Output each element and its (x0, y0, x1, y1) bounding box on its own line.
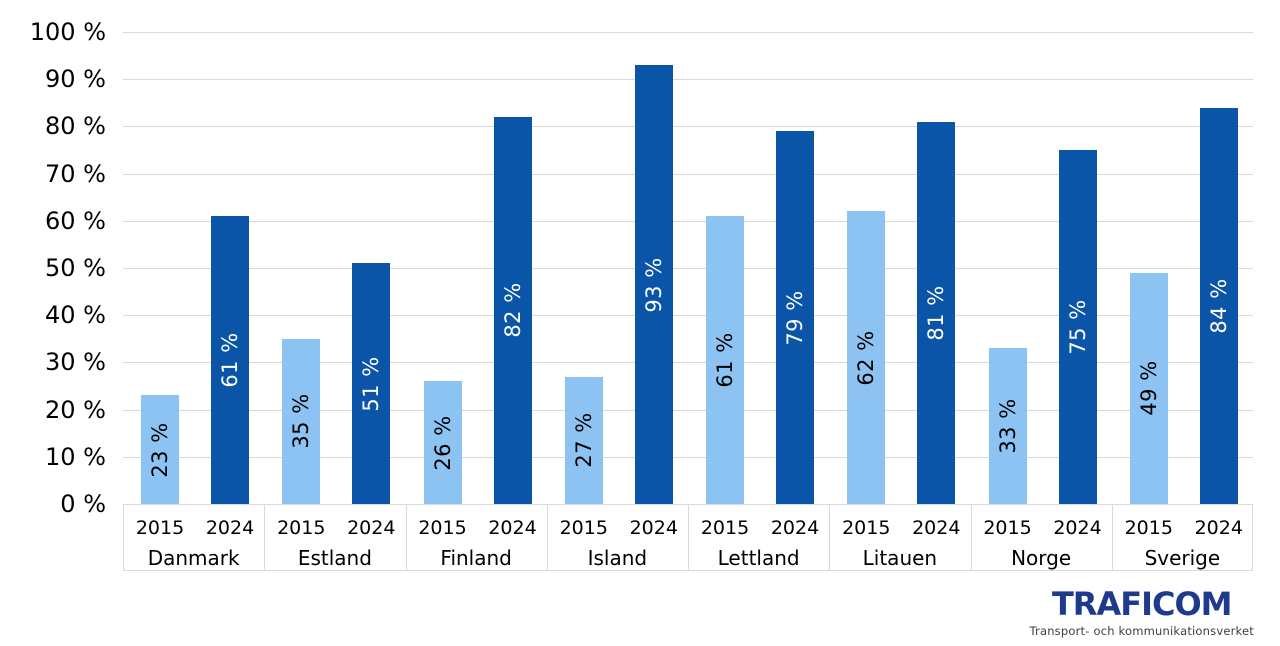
bar-value-label: 81 % (924, 285, 949, 341)
y-axis-tick-label: 70 % (45, 159, 106, 188)
bar-finland-2015: 26 % (423, 381, 462, 504)
bar-island-2015: 27 % (564, 376, 603, 504)
y-axis-tick-label: 80 % (45, 112, 106, 141)
x-axis-country-label: Litauen (862, 546, 938, 570)
bar-value-label: 93 % (641, 256, 666, 313)
bar-danmark-2024: 61 % (211, 216, 249, 504)
y-axis-tick-label: 40 % (45, 301, 106, 330)
bar-litauen-2015: 62 % (847, 211, 886, 504)
bar-value-label: 49 % (1136, 360, 1161, 417)
x-axis-country-label: Norge (1011, 546, 1072, 570)
bar-value-label: 23 % (148, 422, 172, 478)
bar-litauen-2024: 81 % (917, 121, 956, 504)
gridline (123, 268, 1253, 269)
bar-estland-2015: 35 % (282, 338, 321, 504)
x-tick-year-label: 2024 (488, 517, 537, 539)
x-tick-year-label: 2024 (629, 517, 678, 539)
bar-lettland-2015: 61 % (706, 216, 744, 504)
bar-sverige-2024: 84 % (1199, 107, 1238, 504)
x-axis-country-label: Finland (440, 546, 512, 570)
y-axis-tick-label: 20 % (45, 395, 106, 424)
x-axis-country-label: Lettland (717, 546, 800, 570)
traficom-logo-tagline: Transport- och kommunikationsverket (1029, 624, 1254, 638)
x-axis-label-box (123, 504, 1253, 571)
y-axis-tick-label: 0 % (60, 490, 106, 518)
x-tick-year-label: 2024 (205, 517, 255, 539)
bar-value-label: 75 % (1065, 299, 1090, 355)
gridline (123, 173, 1253, 175)
x-axis-group-divider (829, 504, 831, 571)
bar-finland-2024: 82 % (493, 116, 532, 504)
gridline (123, 409, 1253, 411)
bar-value-label: 51 % (359, 355, 384, 412)
x-tick-year-label: 2015 (277, 517, 326, 539)
bar-danmark-2015: 23 % (141, 395, 179, 504)
y-axis-tick-label: 100 % (29, 18, 106, 46)
traficom-logo-text: TRAFICOM (1051, 585, 1233, 624)
x-tick-year-label: 2015 (1124, 517, 1173, 539)
x-tick-year-label: 2015 (135, 517, 185, 539)
x-tick-year-label: 2015 (983, 517, 1032, 539)
bar-sverige-2015: 49 % (1129, 272, 1168, 504)
gridline (123, 220, 1253, 222)
gridline (123, 79, 1253, 81)
x-axis-group-divider (1111, 504, 1113, 571)
x-axis-country-label: Sverige (1144, 546, 1221, 570)
x-tick-year-label: 2024 (1053, 517, 1102, 539)
bar-value-label: 82 % (500, 282, 525, 339)
gridline (123, 315, 1253, 317)
bar-norge-2024: 75 % (1058, 150, 1097, 504)
bar-value-label: 61 % (218, 332, 242, 388)
x-axis-country-label: Estland (297, 546, 372, 570)
bar-island-2024: 93 % (634, 65, 673, 504)
x-tick-year-label: 2024 (770, 517, 820, 539)
x-tick-year-label: 2015 (559, 517, 608, 539)
bar-value-label: 33 % (995, 398, 1020, 454)
x-tick-year-label: 2024 (1194, 517, 1243, 539)
bar-lettland-2024: 79 % (776, 131, 814, 504)
x-axis-group-divider (264, 504, 266, 571)
bar-estland-2024: 51 % (352, 263, 391, 504)
bar-value-label: 27 % (571, 412, 596, 468)
bar-value-label: 35 % (289, 393, 314, 450)
x-axis-group-divider (970, 504, 972, 571)
bar-value-label: 84 % (1206, 278, 1231, 334)
x-axis-country-label: Island (587, 546, 648, 570)
x-tick-year-label: 2015 (700, 517, 750, 539)
y-axis-tick-label: 60 % (45, 206, 106, 235)
x-tick-year-label: 2015 (418, 517, 467, 539)
bar-norge-2015: 33 % (988, 348, 1027, 504)
gridline (123, 362, 1253, 364)
bar-value-label: 26 % (430, 414, 455, 471)
x-axis-country-label: Danmark (147, 546, 240, 570)
gridline (123, 126, 1253, 128)
y-axis-tick-label: 50 % (45, 254, 106, 282)
y-axis-tick-label: 10 % (45, 442, 106, 471)
x-tick-year-label: 2015 (842, 517, 891, 539)
traficom-logo: TRAFICOM Transport- och kommunikationsve… (1029, 588, 1254, 638)
y-axis-tick-label: 30 % (45, 348, 106, 377)
x-tick-year-label: 2024 (347, 517, 396, 539)
gridline (123, 32, 1253, 33)
gridline (123, 456, 1253, 458)
x-axis-group-divider (688, 504, 689, 571)
x-axis-group-divider (405, 504, 407, 571)
x-tick-year-label: 2024 (912, 517, 961, 539)
y-axis-tick-label: 90 % (45, 65, 106, 94)
bar-value-label: 61 % (713, 332, 737, 388)
bar-value-label: 62 % (854, 329, 879, 386)
bar-value-label: 79 % (783, 289, 807, 346)
x-axis-group-divider (546, 504, 548, 571)
